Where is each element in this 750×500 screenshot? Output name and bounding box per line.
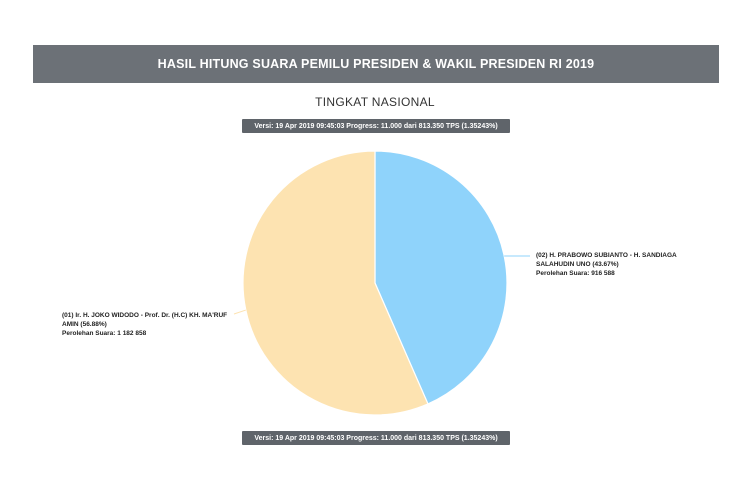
slice-label-01-name: (01) Ir. H. JOKO WIDODO - Prof. Dr. (H.C… bbox=[62, 312, 228, 328]
chart-subtitle: TINGKAT NASIONAL bbox=[315, 95, 435, 109]
page-title: HASIL HITUNG SUARA PEMILU PRESIDEN & WAK… bbox=[157, 57, 595, 71]
slice-label-02: (02) H. PRABOWO SUBIANTO - H. SANDIAGA S… bbox=[536, 251, 701, 278]
slice-label-01-votes: Perolehan Suara: 1 182 858 bbox=[62, 330, 147, 337]
slice-label-02-name: (02) H. PRABOWO SUBIANTO - H. SANDIAGA S… bbox=[536, 252, 677, 268]
pie-leaders bbox=[233, 255, 531, 315]
header-bar: HASIL HITUNG SUARA PEMILU PRESIDEN & WAK… bbox=[33, 45, 719, 83]
slice-label-01: (01) Ir. H. JOKO WIDODO - Prof. Dr. (H.C… bbox=[62, 311, 232, 338]
slice-label-02-votes: Perolehan Suara: 916 588 bbox=[536, 270, 615, 277]
version-badge-bottom: Versi: 19 Apr 2019 09:45:03 Progress: 11… bbox=[242, 431, 510, 445]
pie-leader-2 bbox=[233, 309, 246, 315]
version-badge-top: Versi: 19 Apr 2019 09:45:03 Progress: 11… bbox=[242, 119, 510, 133]
pie-slice-2 bbox=[242, 150, 429, 416]
pie-slices bbox=[242, 150, 508, 416]
